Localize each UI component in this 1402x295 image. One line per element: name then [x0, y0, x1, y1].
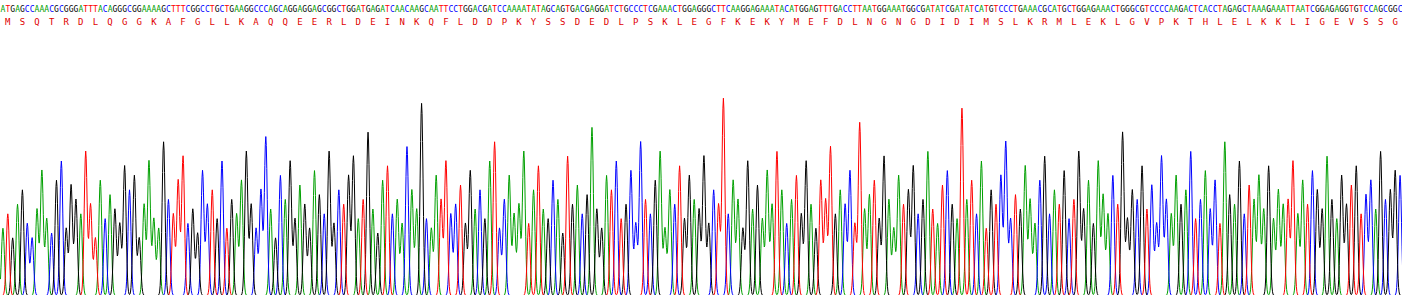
svg-text:Q: Q	[107, 17, 112, 27]
svg-text:R: R	[326, 17, 332, 27]
svg-text:L: L	[1217, 17, 1222, 27]
svg-text:F: F	[180, 17, 185, 27]
svg-text:D: D	[575, 17, 580, 27]
svg-text:G: G	[1392, 17, 1397, 27]
svg-text:N: N	[896, 17, 901, 27]
svg-text:F: F	[823, 17, 828, 27]
svg-text:D: D	[954, 17, 959, 27]
svg-text:K: K	[239, 17, 245, 27]
svg-text:A: A	[253, 17, 259, 27]
svg-text:I: I	[940, 17, 945, 27]
svg-text:F: F	[443, 17, 448, 27]
svg-text:I: I	[1305, 17, 1310, 27]
svg-text:T: T	[49, 17, 55, 27]
svg-text:H: H	[1203, 17, 1208, 27]
svg-text:D: D	[78, 17, 83, 27]
svg-text:G: G	[1130, 17, 1135, 27]
svg-text:S: S	[1378, 17, 1383, 27]
svg-text:E: E	[297, 17, 302, 27]
svg-text:S: S	[560, 17, 565, 27]
svg-text:L: L	[1071, 17, 1076, 27]
svg-text:K: K	[1173, 17, 1179, 27]
svg-text:D: D	[838, 17, 843, 27]
svg-text:M: M	[5, 17, 11, 27]
svg-text:S: S	[20, 17, 25, 27]
svg-text:K: K	[516, 17, 522, 27]
svg-text:V: V	[1349, 17, 1355, 27]
svg-text:S: S	[545, 17, 550, 27]
svg-text:I: I	[385, 17, 390, 27]
svg-text:K: K	[1261, 17, 1267, 27]
svg-text:D: D	[487, 17, 492, 27]
svg-text:N: N	[867, 17, 872, 27]
svg-text:K: K	[1100, 17, 1106, 27]
svg-text:E: E	[1334, 17, 1339, 27]
svg-text:L: L	[1246, 17, 1251, 27]
svg-text:L: L	[458, 17, 463, 27]
svg-text:A: A	[166, 17, 172, 27]
svg-text:L: L	[93, 17, 98, 27]
svg-text:I: I	[969, 17, 974, 27]
svg-text:L: L	[618, 17, 623, 27]
svg-text:K: K	[765, 17, 771, 27]
svg-text:Q: Q	[283, 17, 288, 27]
svg-text:L: L	[224, 17, 229, 27]
svg-text:Q: Q	[429, 17, 434, 27]
svg-text:E: E	[370, 17, 375, 27]
svg-text:L: L	[1115, 17, 1120, 27]
svg-text:Q: Q	[268, 17, 273, 27]
svg-text:M: M	[984, 17, 990, 27]
svg-text:L: L	[341, 17, 346, 27]
svg-text:L: L	[852, 17, 857, 27]
svg-text:S: S	[998, 17, 1003, 27]
svg-text:S: S	[1363, 17, 1368, 27]
svg-text:M: M	[1057, 17, 1063, 27]
svg-text:N: N	[399, 17, 404, 27]
svg-text:L: L	[1290, 17, 1295, 27]
svg-text:E: E	[1232, 17, 1237, 27]
svg-text:M: M	[794, 17, 800, 27]
svg-text:K: K	[662, 17, 668, 27]
svg-text:E: E	[691, 17, 696, 27]
svg-text:G: G	[1319, 17, 1324, 27]
svg-text:K: K	[414, 17, 420, 27]
html-text:A T G A G C C A A A C G C G G: A T G A G C C A A A C G C G G G A T T T …	[0, 5, 1398, 15]
svg-text:E: E	[1086, 17, 1091, 27]
svg-text:K: K	[1276, 17, 1282, 27]
svg-text:Y: Y	[779, 17, 785, 27]
svg-text:G: G	[706, 17, 711, 27]
svg-text:D: D	[604, 17, 609, 27]
svg-text:K: K	[151, 17, 157, 27]
svg-text:F: F	[721, 17, 726, 27]
svg-text:E: E	[808, 17, 813, 27]
svg-text:G: G	[881, 17, 886, 27]
svg-text:Q: Q	[34, 17, 39, 27]
svg-text:G: G	[122, 17, 127, 27]
svg-text:R: R	[64, 17, 70, 27]
svg-text:C: C	[1398, 5, 1402, 14]
svg-text:S: S	[648, 17, 653, 27]
svg-text:G: G	[137, 17, 142, 27]
svg-text:K: K	[735, 17, 741, 27]
svg-text:L: L	[210, 17, 215, 27]
svg-text:E: E	[750, 17, 755, 27]
svg-text:D: D	[472, 17, 477, 27]
svg-text:L: L	[1013, 17, 1018, 27]
svg-text:Y: Y	[531, 17, 537, 27]
svg-text:D: D	[356, 17, 361, 27]
svg-text:E: E	[589, 17, 594, 27]
svg-text:R: R	[1042, 17, 1048, 27]
svg-text:D: D	[925, 17, 930, 27]
svg-text:G: G	[195, 17, 200, 27]
svg-text:V: V	[1144, 17, 1150, 27]
svg-text:P: P	[502, 17, 508, 27]
svg-text:T: T	[1188, 17, 1194, 27]
svg-text:K: K	[1027, 17, 1033, 27]
svg-text:G: G	[911, 17, 916, 27]
svg-text:P: P	[1159, 17, 1165, 27]
svg-text:E: E	[312, 17, 317, 27]
svg-text:L: L	[677, 17, 682, 27]
svg-text:P: P	[633, 17, 639, 27]
